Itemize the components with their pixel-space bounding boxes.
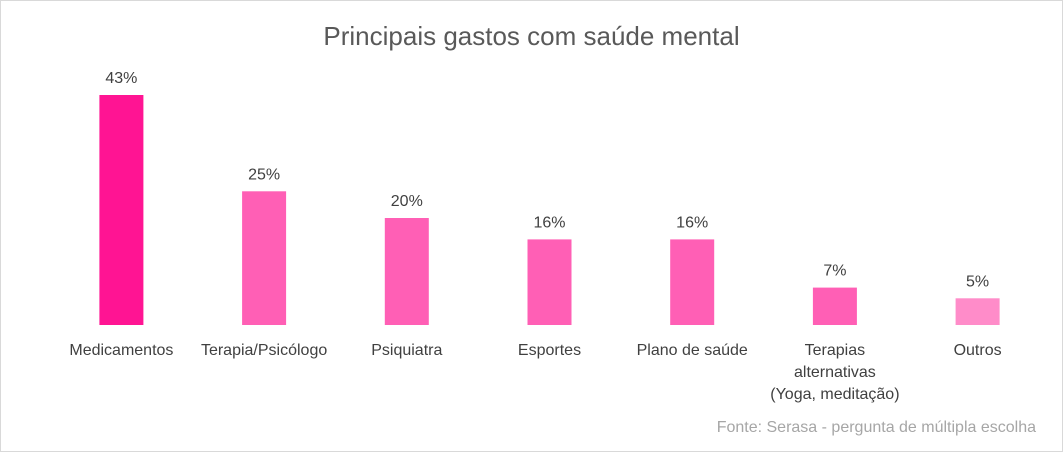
category-label-line: Medicamentos [69,342,173,359]
value-label-0: 43% [105,70,137,87]
category-label-line: Psiquiatra [371,342,442,359]
category-label-line: alternativas [794,364,876,381]
value-label-1: 25% [248,166,280,183]
category-label-line: Esportes [518,342,581,359]
value-label-4: 16% [676,214,708,231]
category-label-2: Psiquiatra [371,342,442,359]
bar-2 [384,218,429,325]
category-label-line: Terapias [805,342,865,359]
chart-title: Principais gastos com saúde mental [323,21,740,51]
category-label-1: Terapia/Psicólogo [201,342,327,359]
bar-5 [812,287,857,325]
category-label-line: Outros [954,342,1002,359]
category-label-0: Medicamentos [69,342,173,359]
value-label-2: 20% [391,193,423,210]
bar-0 [99,95,144,325]
bar-1 [242,191,287,325]
category-label-6: Outros [954,342,1002,359]
value-label-3: 16% [533,214,565,231]
bar-3 [527,239,572,325]
value-label-5: 7% [823,263,846,280]
category-label-line: (Yoga, meditação) [770,386,899,403]
value-label-6: 5% [966,273,989,290]
category-label-line: Plano de saúde [637,342,748,359]
category-label-line: Terapia/Psicólogo [201,342,327,359]
bar-6 [955,298,1000,325]
bar-4 [670,239,715,325]
category-label-4: Plano de saúde [637,342,748,359]
category-label-3: Esportes [518,342,581,359]
source-note: Fonte: Serasa - pergunta de múltipla esc… [716,419,1036,436]
category-label-5: Terapias alternativas (Yoga, meditação) [770,342,899,403]
